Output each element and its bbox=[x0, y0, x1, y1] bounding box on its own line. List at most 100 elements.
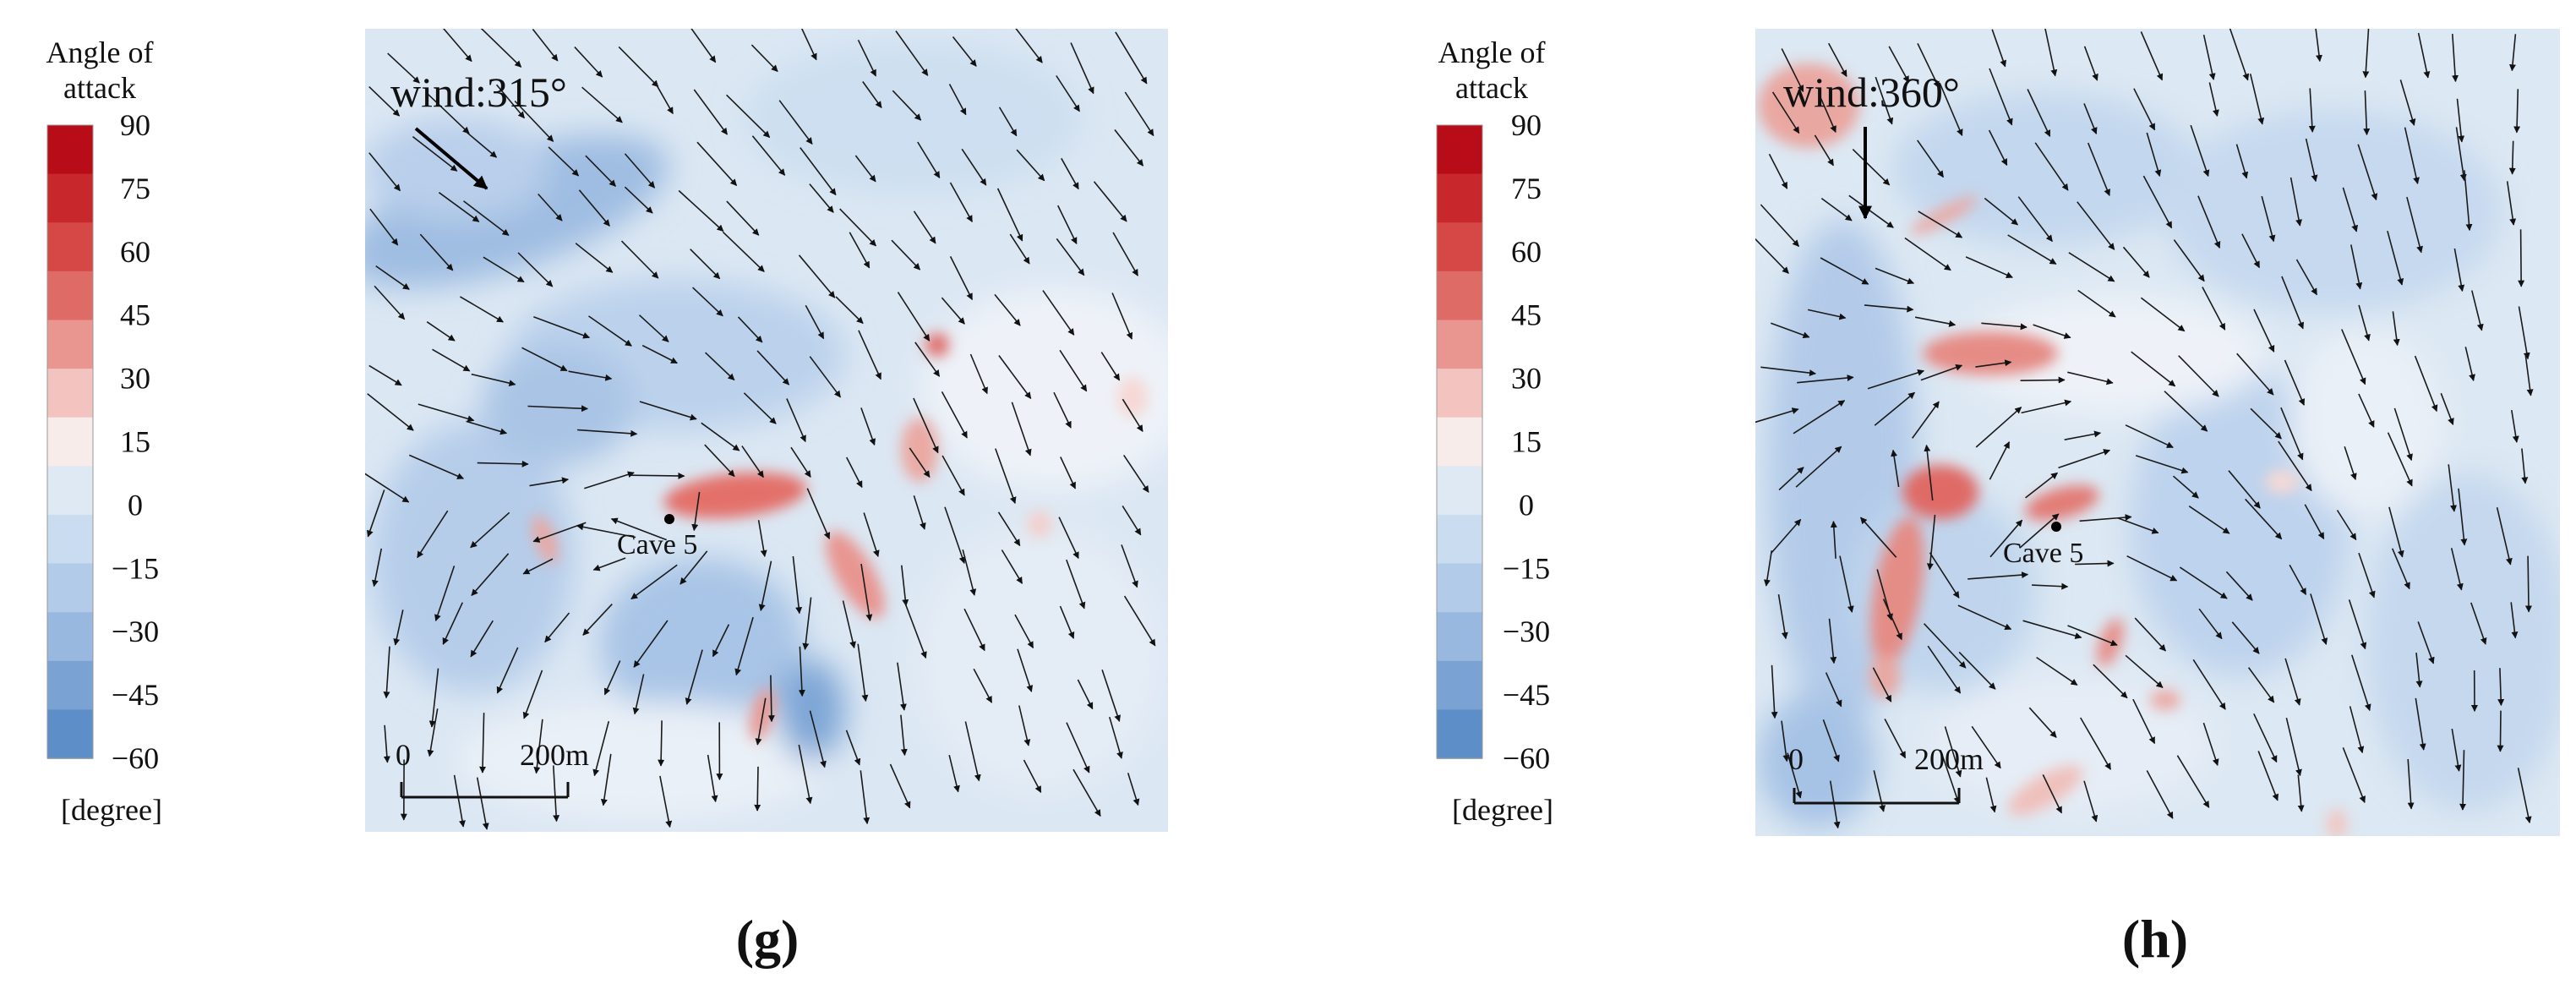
wind-vector bbox=[913, 495, 926, 530]
wind-vector bbox=[2032, 582, 2069, 590]
wind-vector bbox=[2393, 407, 2413, 462]
colorbar-right-title-line2: attack bbox=[1455, 71, 1528, 105]
wind-vector bbox=[1760, 204, 1799, 247]
wind-vector bbox=[726, 94, 771, 139]
panel-h-scale-zero: 0 bbox=[1788, 742, 1804, 776]
wind-vector bbox=[2027, 89, 2051, 138]
wind-vector bbox=[1957, 604, 2012, 631]
wind-vector bbox=[1825, 672, 1842, 708]
wind-vector bbox=[2297, 774, 2305, 812]
wind-vector bbox=[964, 721, 981, 782]
wind-vector bbox=[2083, 780, 2098, 823]
wind-vector bbox=[2349, 706, 2365, 754]
panel-h-cave-marker bbox=[2051, 522, 2061, 532]
wind-vector bbox=[514, 100, 554, 142]
wind-vector bbox=[1795, 446, 1842, 488]
wind-vector bbox=[2289, 177, 2302, 227]
wind-vector bbox=[2198, 608, 2223, 640]
wind-vector bbox=[479, 713, 487, 774]
wind-vector bbox=[809, 183, 834, 213]
colorbar-band bbox=[47, 563, 93, 613]
wind-vector bbox=[585, 155, 616, 187]
wind-vector bbox=[2135, 455, 2189, 474]
wind-vector bbox=[998, 355, 1032, 400]
wind-vector bbox=[2524, 555, 2532, 613]
wind-vector bbox=[471, 553, 510, 597]
wind-vector bbox=[2140, 31, 2164, 81]
wind-vector bbox=[2392, 311, 2400, 347]
wind-vector bbox=[1988, 129, 2008, 167]
wind-vector bbox=[860, 770, 870, 825]
wind-vector bbox=[712, 624, 730, 658]
wind-vector bbox=[1888, 46, 1910, 84]
wind-vector bbox=[897, 662, 907, 711]
wind-vector bbox=[2202, 287, 2226, 331]
wind-vector bbox=[1123, 454, 1149, 493]
wind-vector bbox=[969, 353, 988, 395]
wind-vector bbox=[2406, 196, 2423, 254]
wind-vector bbox=[2188, 506, 2230, 534]
panel-g-scale-bar bbox=[400, 782, 570, 799]
wind-vector bbox=[2417, 621, 2435, 664]
wind-vector bbox=[427, 708, 439, 757]
panel-g-field bbox=[365, 29, 1168, 832]
wind-vector bbox=[1793, 400, 1846, 435]
wind-vector bbox=[1984, 197, 2019, 226]
wind-vector bbox=[1112, 232, 1138, 276]
colorbar-band bbox=[47, 417, 93, 467]
wind-vector bbox=[2452, 34, 2459, 83]
colorbar-left-ticks: 90 75 60 45 30 15 0 −15 −30 −45 −60 bbox=[112, 108, 159, 775]
wind-vector bbox=[1023, 759, 1042, 794]
wind-vector bbox=[1009, 233, 1030, 265]
wind-vector bbox=[756, 350, 790, 385]
wind-vector bbox=[533, 316, 591, 339]
wind-vector bbox=[1797, 374, 1854, 384]
wind-vector bbox=[369, 208, 399, 246]
wind-vector bbox=[576, 523, 636, 538]
wind-vector bbox=[2336, 510, 2357, 541]
wind-vector bbox=[743, 392, 777, 424]
wind-vector bbox=[2310, 593, 2328, 645]
wind-vector bbox=[527, 405, 588, 413]
wind-vector bbox=[2178, 355, 2219, 397]
wind-vector bbox=[533, 719, 543, 774]
colorbar-band bbox=[47, 514, 93, 565]
wind-vector bbox=[1001, 549, 1023, 584]
wind-vector bbox=[442, 29, 472, 63]
wind-vector bbox=[529, 477, 569, 487]
wind-vector bbox=[2407, 758, 2415, 810]
wind-vector bbox=[2414, 355, 2438, 413]
wind-vector bbox=[1830, 521, 1837, 559]
wind-vector bbox=[374, 285, 406, 320]
wind-vector bbox=[463, 200, 510, 237]
wind-vector bbox=[778, 100, 813, 145]
wind-vector bbox=[365, 473, 410, 503]
colorbar-right: Angle of attack 90 75 60 45 30 15 0 −15 −30 −45 −6… bbox=[1436, 36, 1553, 827]
wind-vector bbox=[2253, 309, 2275, 353]
wind-vector bbox=[889, 763, 911, 809]
wind-vector bbox=[1100, 352, 1121, 381]
wind-vector bbox=[592, 720, 610, 777]
wind-vector bbox=[577, 429, 638, 437]
wind-vector bbox=[705, 352, 735, 381]
panel-g-wind-vectors bbox=[365, 29, 1156, 830]
wind-vector bbox=[477, 460, 529, 467]
wind-vector bbox=[2358, 552, 2376, 599]
colorbar-tick-label: −15 bbox=[1503, 551, 1550, 585]
wind-vector bbox=[2247, 667, 2275, 703]
wind-vector bbox=[1056, 75, 1080, 112]
wind-vector bbox=[798, 646, 805, 697]
panel-h-scale-length: 200m bbox=[1914, 742, 1984, 776]
wind-vector bbox=[2172, 475, 2199, 499]
wind-vector bbox=[1989, 68, 2013, 126]
wind-vector bbox=[704, 444, 735, 478]
wind-vector bbox=[1042, 290, 1075, 336]
wind-vector bbox=[432, 348, 471, 372]
wind-vector bbox=[2225, 571, 2253, 601]
wind-vector bbox=[2458, 488, 2468, 546]
wind-vector bbox=[476, 777, 489, 830]
wind-vector bbox=[2093, 664, 2128, 699]
wind-vector bbox=[854, 155, 876, 183]
wind-vector bbox=[692, 287, 723, 317]
